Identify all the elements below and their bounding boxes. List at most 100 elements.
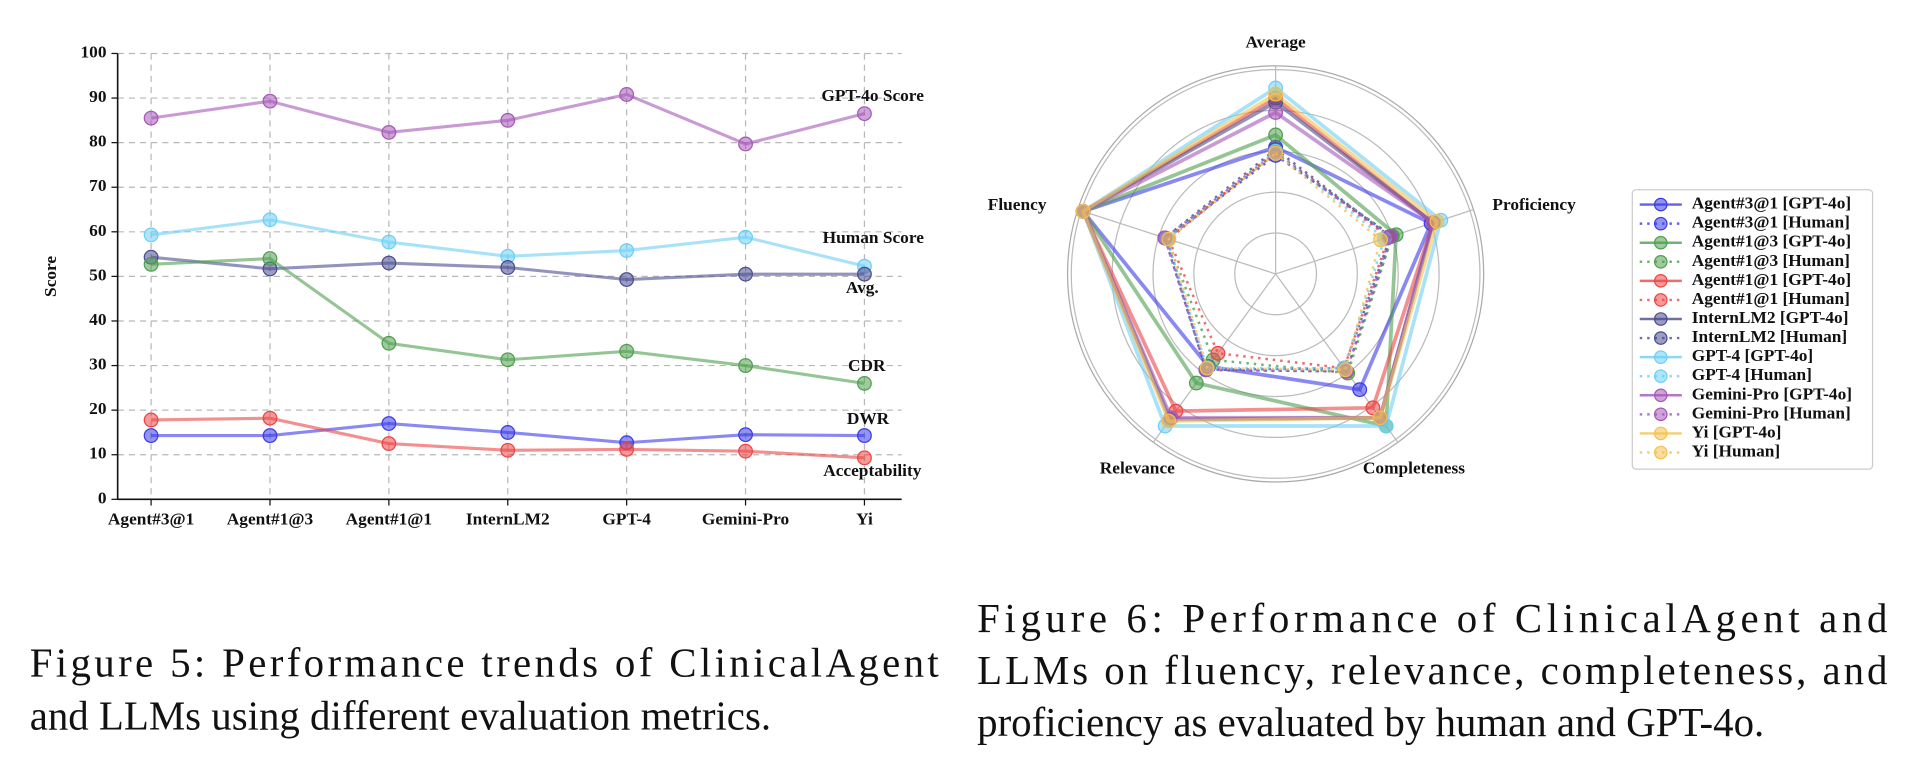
data-point — [381, 335, 397, 351]
data-point — [738, 427, 753, 443]
data-point — [262, 410, 278, 426]
legend-marker — [1653, 293, 1668, 307]
legend-marker — [1653, 254, 1668, 269]
data-point — [857, 375, 872, 391]
data-point — [619, 343, 635, 359]
caption-line: and LLMs using different evaluation metr… — [30, 694, 771, 739]
data-point — [1268, 127, 1284, 143]
series-polygon — [1080, 100, 1436, 422]
data-point — [262, 428, 278, 443]
legend-label: Gemini-Pro [GPT-4o] — [1692, 384, 1852, 403]
series-label: Acceptability — [823, 461, 922, 480]
legend-label: Agent#1@3 [Human] — [1692, 251, 1850, 270]
legend-marker — [1653, 369, 1668, 384]
caption-line: LLMs on fluency, relevance, completeness… — [977, 648, 1887, 693]
data-point — [1373, 232, 1388, 248]
series-label: GPT-4o Score — [821, 86, 924, 105]
legend-label: Agent#3@1 [GPT-4o] — [1692, 194, 1851, 213]
data-point — [262, 212, 278, 228]
data-point — [857, 106, 872, 122]
series-polygon — [1080, 95, 1436, 414]
legend-marker — [1653, 235, 1668, 250]
data-point — [1268, 86, 1284, 102]
series-polygon — [1165, 151, 1394, 375]
axis-label: Proficiency — [1492, 195, 1576, 214]
series-polygon — [1080, 91, 1440, 423]
data-point — [738, 358, 753, 373]
caption-line: proficiency as evaluated by human and GP… — [977, 700, 1764, 745]
spoke — [1077, 209, 1276, 275]
series-label: DWR — [847, 409, 890, 428]
series-label: CDR — [848, 356, 886, 375]
y-tick-label: 20 — [89, 399, 106, 418]
y-tick-label: 30 — [89, 355, 106, 374]
axis-label: Completeness — [1363, 459, 1465, 478]
legend-box — [1631, 189, 1874, 470]
series-polygon — [1080, 132, 1399, 429]
caption-line: Figure 6: Performance of ClinicalAgent a… — [977, 596, 1887, 641]
data-point — [143, 412, 159, 428]
x-tick-label: Gemini-Pro — [702, 509, 789, 528]
data-point — [738, 266, 753, 282]
y-tick-label: 0 — [98, 488, 107, 507]
legend-marker — [1653, 197, 1668, 212]
series-polygon — [1167, 151, 1382, 372]
y-tick-label: 80 — [89, 132, 106, 151]
data-point — [500, 112, 516, 128]
series-label: Human Score — [823, 228, 925, 247]
data-point — [619, 87, 635, 102]
data-point — [738, 229, 753, 245]
x-tick-label: Agent#1@3 — [227, 509, 314, 528]
data-point — [1199, 360, 1215, 376]
data-point — [262, 93, 278, 109]
legend-label: InternLM2 [Human] — [1692, 327, 1847, 346]
data-point — [1161, 413, 1177, 429]
legend-marker — [1653, 331, 1668, 345]
data-point — [500, 442, 516, 458]
data-point — [1188, 375, 1204, 391]
data-point — [381, 436, 397, 452]
data-point — [857, 450, 872, 466]
data-point — [857, 428, 872, 443]
legend-label: Agent#1@3 [GPT-4o] — [1692, 232, 1851, 251]
data-point — [381, 234, 397, 250]
legend-marker — [1653, 274, 1668, 288]
data-point — [1268, 145, 1284, 161]
series-polygon — [1165, 149, 1386, 370]
data-point — [1429, 214, 1445, 229]
data-point — [143, 256, 159, 272]
legend-marker — [1653, 350, 1668, 364]
data-point — [500, 352, 516, 368]
y-axis-label: Score — [41, 256, 60, 297]
series-polygon — [1080, 145, 1434, 392]
y-tick-label: 40 — [89, 310, 106, 329]
legend-marker — [1653, 407, 1668, 422]
data-point — [500, 260, 516, 275]
legend-marker — [1653, 426, 1668, 441]
data-point — [738, 136, 753, 152]
data-point — [500, 425, 516, 440]
axis-label: Relevance — [1100, 459, 1175, 478]
x-tick-label: InternLM2 — [466, 509, 550, 528]
data-point — [1268, 105, 1284, 120]
frame — [1066, 65, 1485, 483]
x-tick-label: GPT-4 — [602, 509, 651, 528]
legend-label: GPT-4 [Human] — [1692, 365, 1812, 384]
data-point — [1372, 410, 1388, 426]
data-point — [143, 428, 159, 443]
y-tick-label: 60 — [89, 221, 106, 240]
series-label: Avg. — [846, 278, 879, 297]
legend-label: Agent#1@1 [Human] — [1692, 289, 1850, 308]
y-tick-label: 10 — [89, 444, 106, 463]
caption-line: Figure 5: Performance trends of Clinical… — [30, 640, 940, 685]
legend-label: InternLM2 [GPT-4o] — [1692, 308, 1849, 327]
legend-label: GPT-4 [GPT-4o] — [1692, 346, 1813, 365]
data-point — [381, 255, 397, 271]
data-point — [738, 443, 753, 459]
data-point — [1210, 345, 1226, 361]
y-tick-label: 100 — [81, 42, 107, 61]
data-point — [1161, 231, 1177, 247]
axis-label: Average — [1245, 33, 1306, 52]
